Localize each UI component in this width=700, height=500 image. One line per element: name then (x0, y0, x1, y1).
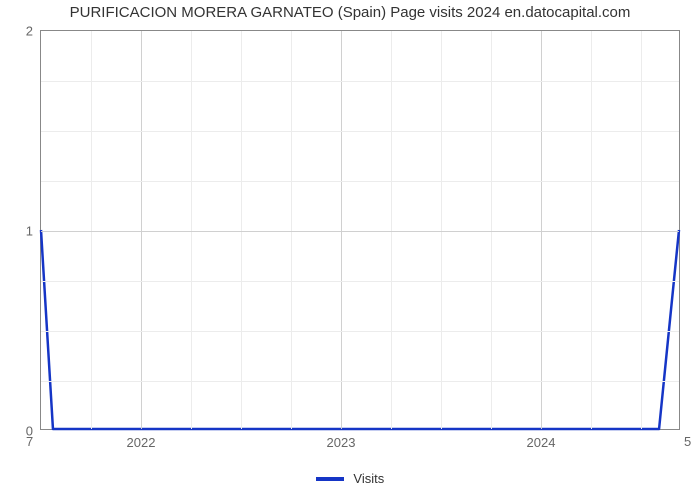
corner-label-bottom-left: 7 (26, 434, 33, 449)
grid-minor-h (41, 181, 679, 182)
grid-minor-v (391, 31, 392, 429)
grid-minor-h (41, 81, 679, 82)
corner-label-bottom-right: 5 (684, 434, 691, 449)
grid-minor-h (41, 281, 679, 282)
grid-major-v (541, 31, 542, 429)
grid-minor-v (291, 31, 292, 429)
grid-major-h (41, 231, 679, 232)
grid-minor-v (191, 31, 192, 429)
y-tick-label: 2 (26, 24, 41, 39)
y-tick-label: 1 (26, 224, 41, 239)
legend-label: Visits (353, 471, 384, 486)
grid-minor-v (641, 31, 642, 429)
grid-minor-h (41, 381, 679, 382)
legend-swatch (316, 477, 344, 481)
series-line (41, 230, 679, 429)
grid-major-v (141, 31, 142, 429)
grid-minor-v (441, 31, 442, 429)
chart-title: PURIFICACION MORERA GARNATEO (Spain) Pag… (0, 4, 700, 21)
x-tick-label: 2023 (327, 429, 356, 450)
line-series-svg (41, 31, 679, 429)
grid-major-v (341, 31, 342, 429)
grid-minor-h (41, 331, 679, 332)
x-tick-label: 2022 (127, 429, 156, 450)
grid-minor-v (91, 31, 92, 429)
grid-minor-v (591, 31, 592, 429)
plot-area: 202220232024012 (40, 30, 680, 430)
grid-minor-v (491, 31, 492, 429)
chart-container: PURIFICACION MORERA GARNATEO (Spain) Pag… (0, 0, 700, 500)
x-tick-label: 2024 (527, 429, 556, 450)
grid-minor-v (241, 31, 242, 429)
grid-minor-h (41, 131, 679, 132)
legend: Visits (0, 470, 700, 486)
